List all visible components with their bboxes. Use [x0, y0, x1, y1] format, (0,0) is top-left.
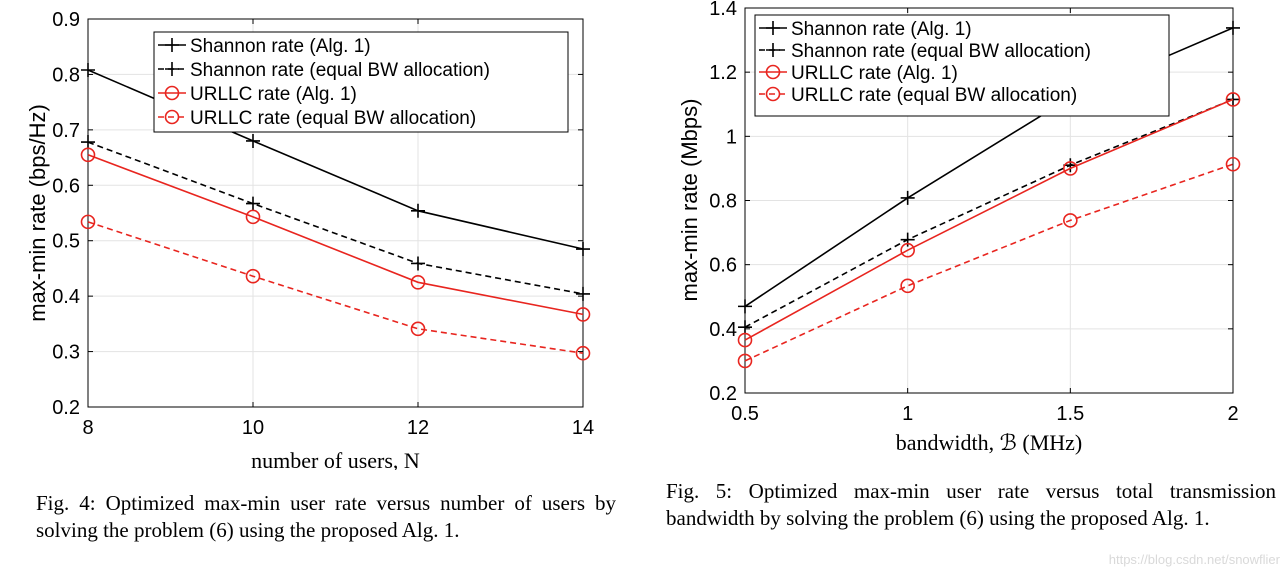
x-tick-label: 10	[242, 417, 264, 439]
legend-box	[754, 14, 1170, 117]
series-line-2	[87, 154, 584, 316]
y-tick-label: 0.6	[52, 175, 80, 197]
data-point-series-0	[411, 203, 425, 218]
data-point-series-3	[737, 353, 753, 369]
y-axis-label: max-min rate (bps/Hz)	[25, 104, 50, 322]
series-line-1	[744, 98, 1234, 328]
x-tick-label: 8	[82, 417, 93, 439]
series-line-3	[744, 163, 1234, 362]
legend-marker-0	[165, 38, 179, 52]
legend-label-1: Shannon rate (equal BW allocation)	[190, 60, 490, 81]
data-point-series-3	[1063, 213, 1078, 228]
legend-label-1: Shannon rate (equal BW allocation)	[791, 41, 1091, 62]
data-point-series-0	[81, 62, 95, 77]
data-point-series-2	[737, 332, 753, 348]
chart-fig5: 0.2 0.4 0.6 0.8 1 1.2 1.4 0.5 1 1.5 2 bandwidth, ℬ …	[677, 0, 1241, 455]
y-tick-label: 0.4	[52, 286, 80, 308]
data-point-series-0	[738, 299, 752, 314]
legend-marker-1	[766, 43, 780, 57]
legend-marker-2	[765, 64, 781, 80]
y-tick-label: 0.2	[52, 397, 80, 419]
caption-fig5: Fig. 5: Optimized max-min user rate vers…	[666, 479, 1276, 530]
y-tick-label: 0.2	[709, 383, 737, 405]
legend-label-2: URLLC rate (Alg. 1)	[791, 63, 958, 84]
legend-box	[153, 31, 569, 133]
data-point-series-2	[410, 274, 426, 290]
x-tick-label: 1	[902, 403, 913, 425]
series-line-1	[87, 141, 584, 295]
data-point-series-2	[1063, 161, 1078, 176]
x-tick-label: 12	[407, 417, 429, 439]
data-point-series-2	[575, 307, 591, 322]
axes-frame	[87, 18, 584, 408]
legend-label-2: URLLC rate (Alg. 1)	[190, 84, 357, 105]
x-tick-label: 0.5	[731, 403, 759, 425]
data-point-series-1	[576, 286, 590, 301]
data-point-series-3	[80, 214, 96, 230]
caption-fig4: Fig. 4: Optimized max-min user rate vers…	[36, 491, 616, 542]
data-point-series-1	[1063, 158, 1078, 173]
legend-marker-0	[766, 21, 780, 35]
data-point-series-2	[80, 147, 96, 163]
x-tick-label: 2	[1227, 403, 1238, 425]
y-tick-label: 0.7	[52, 120, 80, 142]
y-axis-label: max-min rate (Mbps)	[677, 99, 702, 302]
legend-label-0: Shannon rate (Alg. 1)	[190, 36, 371, 57]
y-tick-label: 0.6	[709, 255, 737, 277]
y-tick-label: 0.8	[52, 64, 80, 86]
legend-marker-3	[765, 86, 781, 102]
x-tick-label: 14	[572, 417, 594, 439]
data-point-series-0	[1226, 20, 1240, 35]
x-tick-label: 1.5	[1056, 403, 1084, 425]
data-point-series-1	[900, 232, 915, 247]
legend-label-3: URLLC rate (equal BW allocation)	[190, 108, 476, 129]
data-point-series-1	[246, 196, 260, 211]
y-tick-label: 1	[726, 126, 737, 148]
y-tick-label: 0.8	[709, 191, 737, 213]
x-axis-label: number of users, N	[251, 448, 420, 470]
data-point-series-3	[575, 345, 591, 361]
y-tick-label: 0.3	[52, 342, 80, 364]
series-line-3	[87, 221, 584, 354]
legend-label-0: Shannon rate (Alg. 1)	[791, 19, 972, 40]
y-tick-label: 1.4	[709, 0, 737, 20]
data-point-series-0	[246, 133, 260, 148]
data-point-series-2	[1225, 92, 1241, 107]
legend-marker-2	[164, 85, 180, 101]
legend-marker-3	[164, 109, 180, 125]
data-point-series-1	[411, 256, 425, 271]
legend-marker-1	[165, 62, 179, 76]
series-line-2	[744, 98, 1234, 341]
data-point-series-3	[900, 278, 915, 294]
legend-label-3: URLLC rate (equal BW allocation)	[791, 85, 1077, 106]
chart-fig4: 0.2 0.3 0.4 0.5 0.6 0.7 0.8 0.9 8 10 12 14 number of…	[25, 9, 594, 470]
data-point-series-1	[738, 320, 752, 335]
data-point-series-3	[245, 268, 261, 284]
data-point-series-3	[410, 321, 426, 337]
y-tick-label: 0.4	[709, 319, 737, 341]
data-point-series-0	[900, 190, 915, 205]
data-point-series-2	[900, 242, 915, 258]
watermark: https://blog.csdn.net/snowflier	[1108, 552, 1280, 567]
y-tick-label: 0.5	[52, 231, 80, 253]
data-point-series-1	[81, 135, 95, 150]
data-point-series-2	[245, 209, 261, 225]
y-tick-label: 0.9	[52, 9, 80, 31]
data-point-series-0	[576, 242, 590, 257]
x-axis-label: bandwidth, ℬ (MHz)	[896, 430, 1083, 455]
data-point-series-3	[1225, 156, 1241, 172]
y-tick-label: 1.2	[709, 62, 737, 84]
